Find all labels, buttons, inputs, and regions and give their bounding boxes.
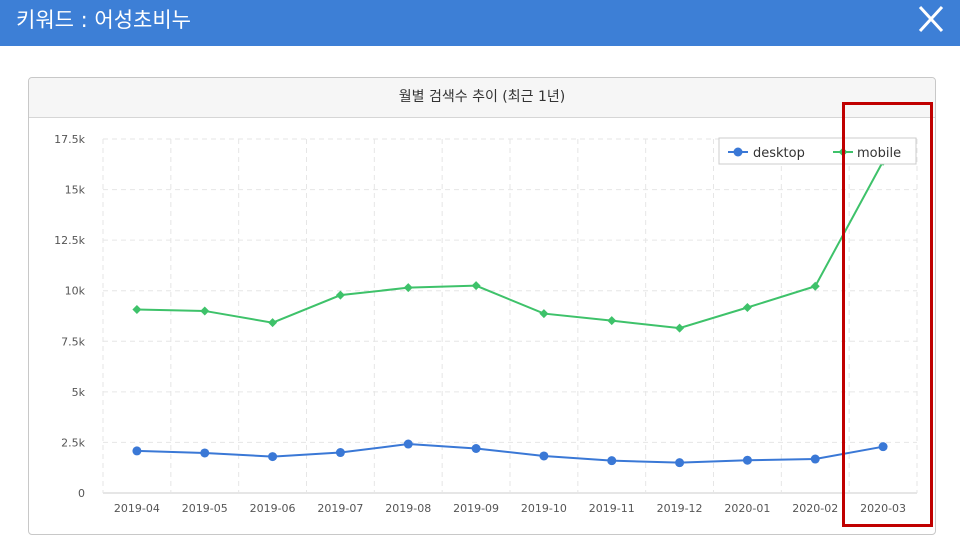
- data-point-desktop: [268, 452, 278, 462]
- y-tick-label: 12.5k: [54, 234, 85, 247]
- data-point-mobile: [607, 316, 617, 326]
- data-point-desktop: [132, 446, 142, 456]
- highlight-annotation-box: [842, 102, 933, 527]
- x-tick-label: 2020-02: [792, 502, 838, 515]
- legend-desktop-marker: [733, 147, 743, 157]
- data-point-desktop: [878, 442, 888, 452]
- data-point-mobile: [268, 318, 278, 328]
- x-tick-label: 2019-08: [385, 502, 431, 515]
- x-tick-label: 2019-11: [589, 502, 635, 515]
- x-tick-label: 2020-01: [724, 502, 770, 515]
- data-point-mobile: [471, 281, 481, 291]
- dialog-header: 키워드 : 어성초비누: [0, 0, 960, 46]
- data-point-desktop: [200, 448, 210, 458]
- data-point-mobile: [675, 323, 685, 333]
- data-point-desktop: [539, 451, 549, 461]
- data-point-mobile: [132, 305, 142, 315]
- y-tick-label: 15k: [65, 184, 86, 197]
- y-tick-label: 7.5k: [61, 335, 85, 348]
- y-tick-label: 0: [78, 487, 85, 500]
- x-tick-label: 2020-03: [860, 502, 906, 515]
- data-point-desktop: [607, 456, 617, 466]
- data-point-mobile: [335, 290, 345, 300]
- series-line-mobile: [136, 160, 884, 330]
- y-tick-label: 5k: [72, 386, 86, 399]
- series-line-desktop: [136, 443, 884, 464]
- x-tick-label: 2019-07: [317, 502, 363, 515]
- legend-mobile-label: mobile: [857, 146, 901, 161]
- data-point-mobile: [742, 303, 752, 313]
- x-tick-label: 2019-04: [114, 502, 160, 515]
- legend-desktop-label: desktop: [753, 146, 805, 161]
- data-point-desktop: [403, 439, 413, 449]
- data-point-desktop: [675, 458, 685, 468]
- close-button[interactable]: [914, 4, 948, 34]
- keyword-title: 키워드 : 어성초비누: [16, 8, 191, 32]
- x-tick-label: 2019-05: [182, 502, 228, 515]
- y-tick-label: 2.5k: [61, 436, 85, 449]
- x-tick-label: 2019-10: [521, 502, 567, 515]
- x-tick-label: 2019-12: [657, 502, 703, 515]
- chart-title: 월별 검색수 추이 (최근 1년): [398, 89, 566, 105]
- data-point-mobile: [539, 309, 549, 319]
- data-point-mobile: [403, 283, 413, 293]
- data-point-mobile: [200, 306, 210, 316]
- data-point-desktop: [471, 443, 481, 453]
- legend-box: [718, 137, 917, 165]
- data-point-desktop: [810, 454, 820, 464]
- data-point-mobile: [810, 281, 820, 291]
- y-tick-label: 17.5k: [54, 133, 85, 146]
- chart-panel-header: 월별 검색수 추이 (최근 1년): [29, 78, 935, 118]
- x-tick-label: 2019-06: [250, 502, 296, 515]
- data-point-desktop: [335, 448, 345, 458]
- y-tick-label: 10k: [65, 285, 86, 298]
- x-tick-label: 2019-09: [453, 502, 499, 515]
- close-icon: [918, 5, 944, 33]
- data-point-desktop: [742, 455, 752, 465]
